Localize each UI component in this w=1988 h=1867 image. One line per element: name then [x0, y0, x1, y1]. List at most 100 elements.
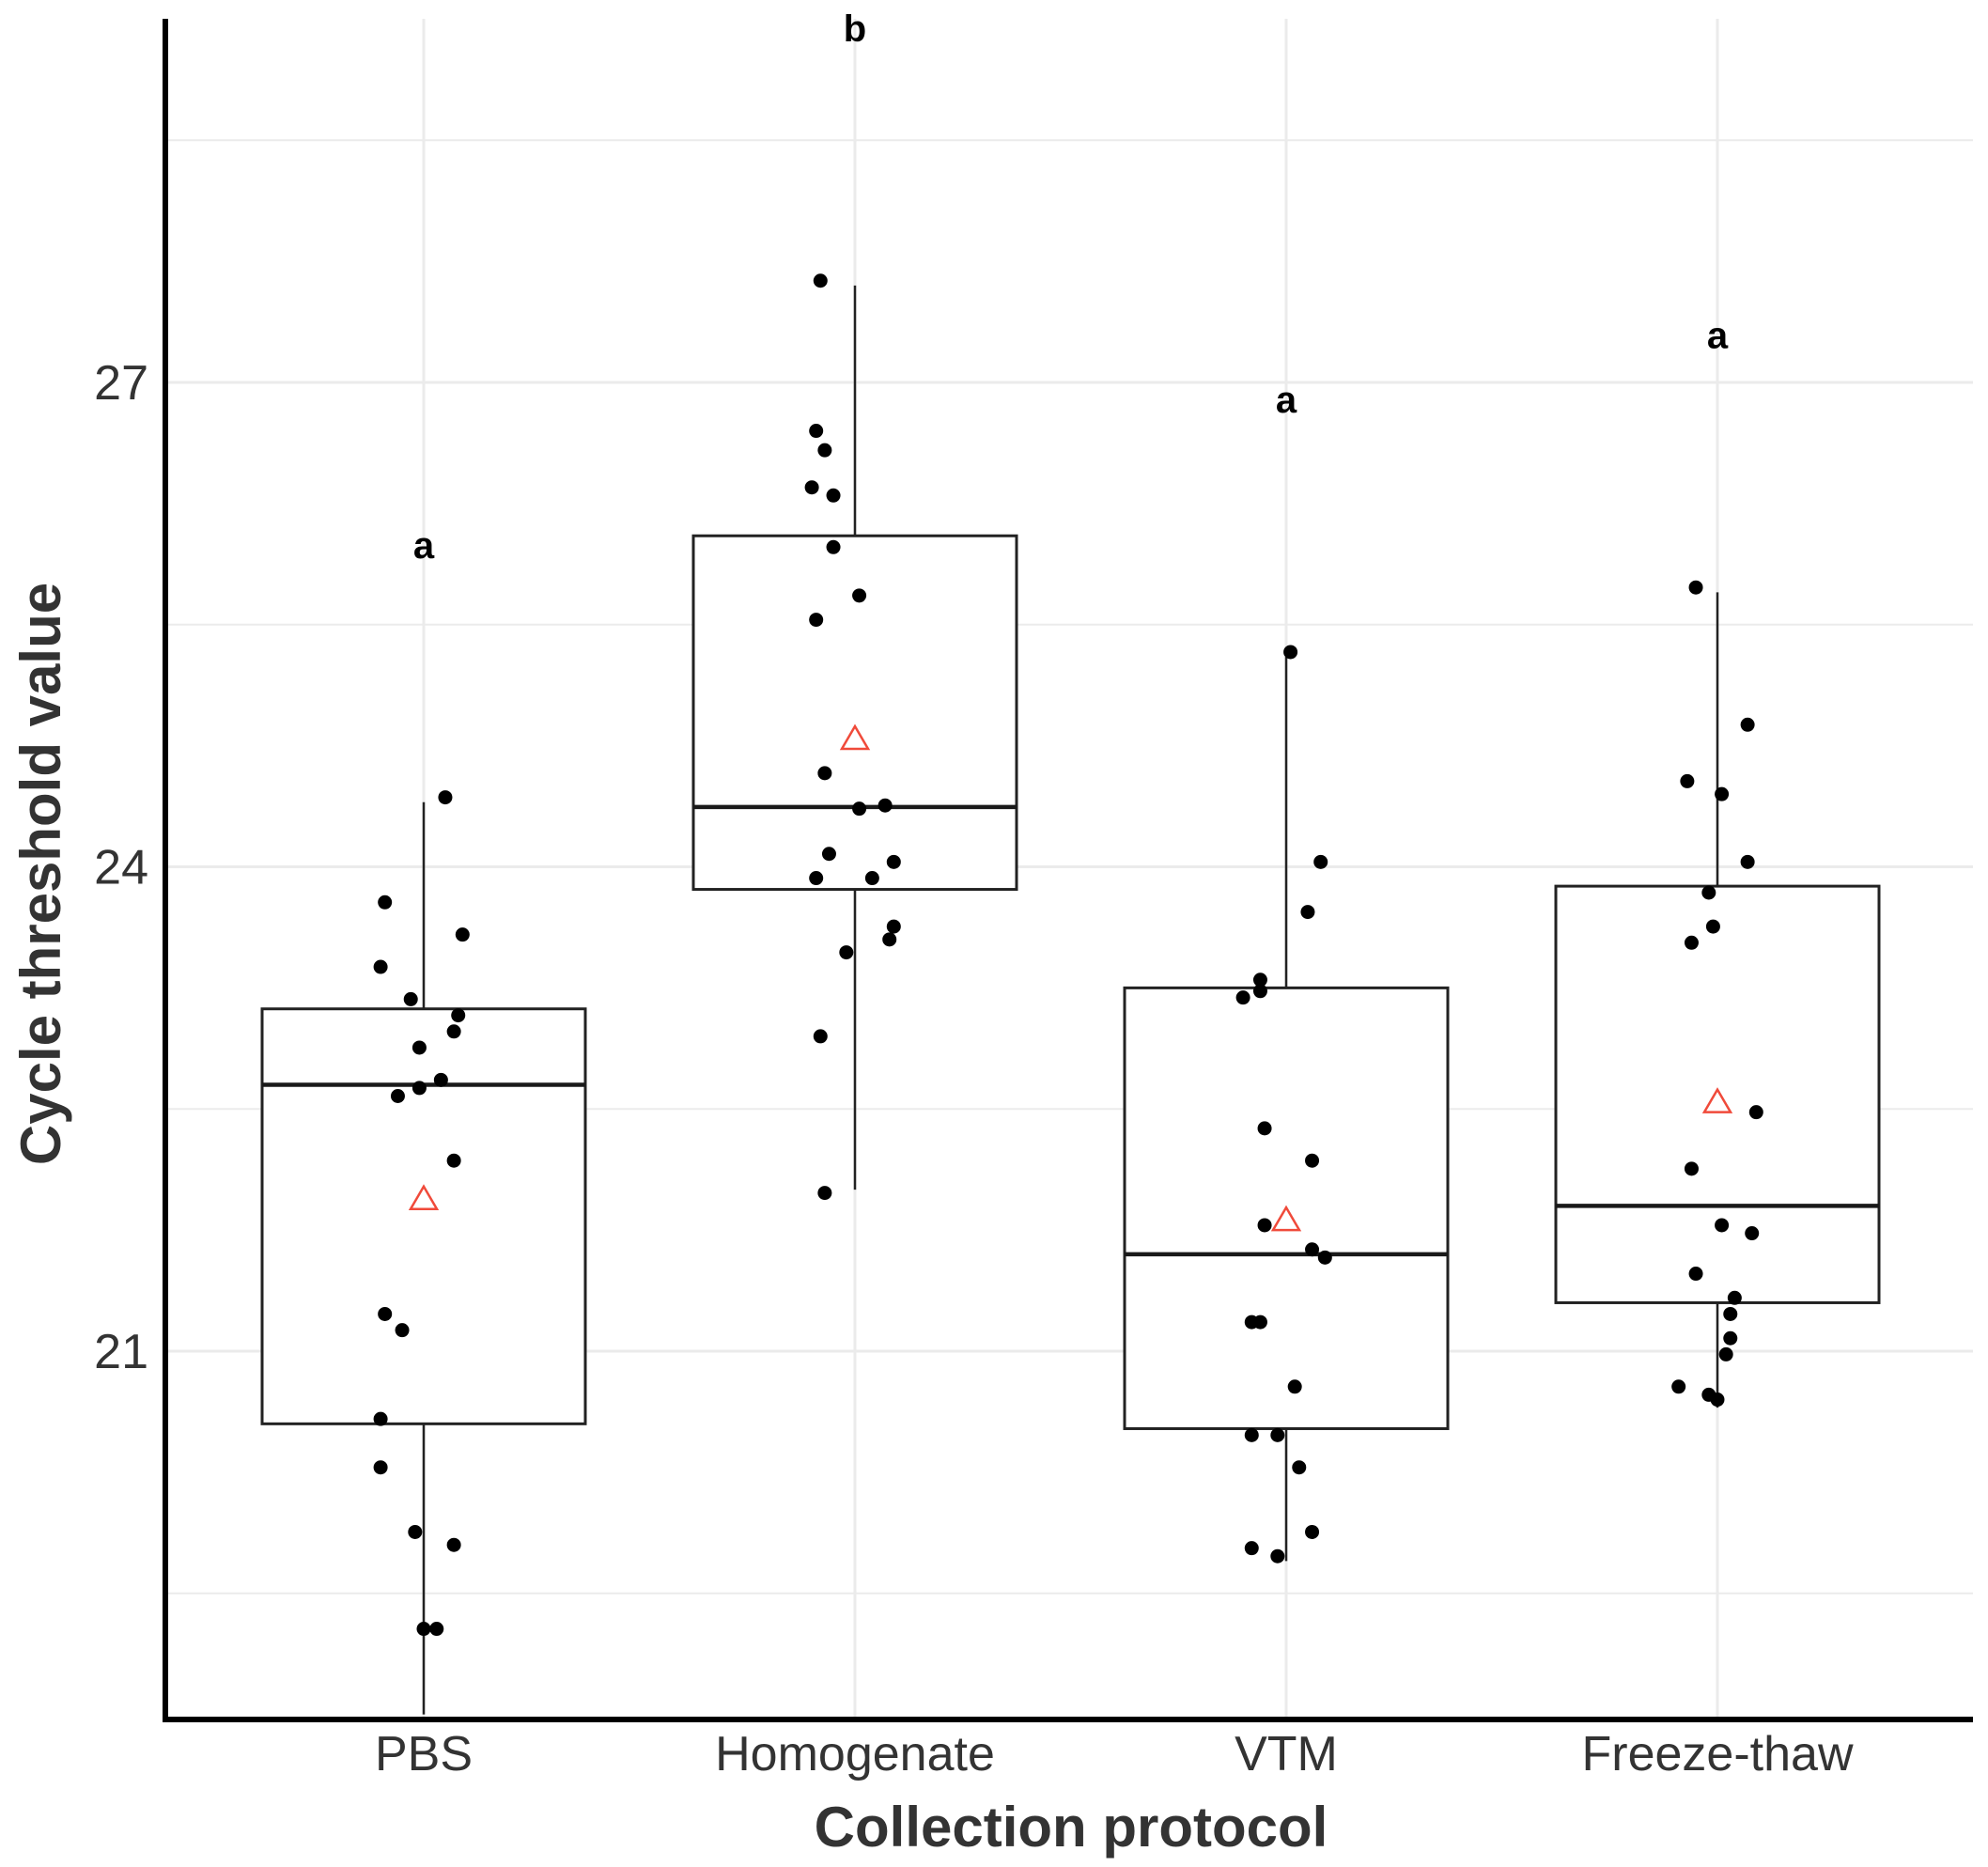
- data-point-homogenate-9: [878, 798, 893, 813]
- data-point-freeze-thaw-5: [1701, 885, 1716, 900]
- data-point-freeze-thaw-19: [1710, 1392, 1725, 1408]
- data-point-vtm-16: [1292, 1460, 1307, 1475]
- data-point-homogenate-16: [882, 932, 897, 947]
- data-point-homogenate-4: [826, 488, 841, 503]
- data-point-homogenate-17: [839, 945, 854, 960]
- data-point-freeze-thaw-3: [1715, 786, 1730, 801]
- data-point-vtm-5: [1235, 990, 1250, 1005]
- significance-letters: a b a a: [413, 8, 1729, 567]
- x-tick-label-freeze-thaw: Freeze-thaw: [1582, 1727, 1854, 1781]
- x-tick-label-homogenate: Homogenate: [715, 1727, 995, 1781]
- data-point-vtm-7: [1305, 1153, 1320, 1168]
- data-point-homogenate-13: [809, 871, 824, 886]
- data-point-vtm-2: [1300, 905, 1315, 920]
- data-point-pbs-8: [433, 1072, 448, 1087]
- data-point-pbs-19: [429, 1622, 444, 1637]
- data-point-freeze-thaw-9: [1684, 1161, 1699, 1176]
- data-point-pbs-13: [395, 1323, 410, 1338]
- significance-letter-pbs: a: [413, 525, 435, 567]
- x-axis-title: Collection protocol: [815, 1796, 1328, 1859]
- y-axis-title: Cycle threshold value: [9, 583, 72, 1165]
- data-point-homogenate-8: [817, 766, 832, 781]
- data-point-homogenate-15: [886, 919, 901, 934]
- data-point-homogenate-7: [809, 613, 824, 628]
- data-point-homogenate-18: [813, 1029, 828, 1044]
- data-point-freeze-thaw-17: [1671, 1379, 1686, 1394]
- mean-marker-pbs: [408, 1184, 440, 1211]
- data-point-vtm-14: [1244, 1427, 1259, 1442]
- x-tick-label-pbs: PBS: [375, 1727, 473, 1781]
- data-point-homogenate-12: [821, 847, 836, 862]
- data-point-freeze-thaw-4: [1740, 854, 1755, 869]
- data-point-freeze-thaw-1: [1740, 717, 1755, 732]
- data-point-vtm-19: [1270, 1548, 1285, 1564]
- data-point-freeze-thaw-8: [1748, 1105, 1763, 1120]
- axes: [163, 19, 1973, 1722]
- data-point-homogenate-0: [813, 273, 828, 288]
- data-point-freeze-thaw-15: [1723, 1330, 1738, 1346]
- data-point-freeze-thaw-0: [1688, 580, 1703, 595]
- data-point-pbs-9: [412, 1081, 427, 1096]
- box-homogenate: [691, 534, 1018, 892]
- y-tick-label-24: 24: [94, 841, 148, 895]
- data-point-pbs-11: [446, 1153, 461, 1168]
- data-point-pbs-7: [412, 1040, 427, 1055]
- data-point-vtm-17: [1305, 1524, 1320, 1539]
- data-point-vtm-6: [1257, 1121, 1272, 1136]
- data-point-homogenate-19: [817, 1186, 832, 1201]
- data-point-pbs-15: [373, 1460, 388, 1475]
- significance-letter-homogenate: b: [844, 8, 866, 50]
- data-point-homogenate-2: [817, 443, 832, 458]
- x-tick-label-vtm: VTM: [1235, 1727, 1338, 1781]
- significance-letter-vtm: a: [1276, 380, 1297, 421]
- data-point-pbs-14: [373, 1411, 388, 1426]
- data-point-homogenate-14: [864, 871, 879, 886]
- mean-marker-homogenate: [839, 723, 871, 751]
- data-point-freeze-thaw-13: [1727, 1290, 1742, 1305]
- data-point-freeze-thaw-10: [1715, 1218, 1730, 1233]
- data-point-freeze-thaw-7: [1684, 935, 1699, 950]
- data-point-homogenate-11: [886, 854, 901, 869]
- data-point-vtm-10: [1317, 1250, 1332, 1265]
- y-tick-label-27: 27: [94, 356, 148, 411]
- data-point-pbs-0: [438, 790, 453, 805]
- data-point-vtm-1: [1313, 854, 1328, 869]
- data-point-homogenate-10: [852, 801, 867, 817]
- box-pbs: [260, 1007, 587, 1425]
- data-point-homogenate-3: [804, 480, 819, 495]
- data-point-vtm-12: [1244, 1315, 1259, 1330]
- data-point-homogenate-6: [852, 588, 867, 603]
- data-points: [373, 273, 1763, 1637]
- data-point-pbs-16: [408, 1524, 423, 1539]
- data-point-vtm-3: [1252, 972, 1267, 988]
- data-point-vtm-8: [1257, 1218, 1272, 1233]
- data-point-pbs-4: [403, 991, 418, 1006]
- data-point-freeze-thaw-12: [1688, 1267, 1703, 1282]
- mean-marker-freeze-thaw: [1701, 1087, 1733, 1113]
- data-point-freeze-thaw-14: [1723, 1306, 1738, 1321]
- data-point-pbs-12: [378, 1306, 393, 1321]
- significance-letter-freeze-thaw: a: [1707, 315, 1729, 356]
- data-point-vtm-15: [1270, 1427, 1285, 1442]
- box-freeze-thaw: [1554, 884, 1881, 1304]
- data-point-pbs-18: [416, 1622, 431, 1637]
- data-point-homogenate-5: [826, 539, 841, 554]
- data-point-pbs-17: [446, 1537, 461, 1552]
- data-point-freeze-thaw-11: [1745, 1226, 1760, 1241]
- mean-marker-vtm: [1270, 1205, 1302, 1232]
- data-point-vtm-18: [1244, 1541, 1259, 1556]
- data-point-pbs-10: [390, 1089, 405, 1104]
- data-point-pbs-6: [446, 1024, 461, 1039]
- data-point-pbs-2: [455, 927, 470, 942]
- mean-markers: [408, 723, 1733, 1232]
- data-point-homogenate-1: [809, 424, 824, 439]
- data-point-pbs-1: [378, 895, 393, 910]
- data-point-vtm-0: [1283, 645, 1298, 660]
- data-point-freeze-thaw-2: [1680, 773, 1695, 788]
- y-tick-label-21: 21: [94, 1325, 148, 1379]
- data-point-pbs-5: [451, 1008, 466, 1023]
- data-point-freeze-thaw-16: [1718, 1346, 1733, 1361]
- data-point-freeze-thaw-6: [1705, 919, 1720, 934]
- data-point-vtm-4: [1252, 984, 1267, 999]
